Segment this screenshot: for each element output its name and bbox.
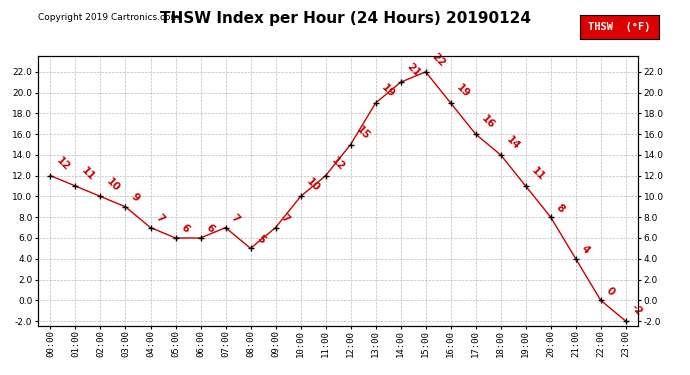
Text: 21: 21 xyxy=(404,62,422,79)
Text: THSW Index per Hour (24 Hours) 20190124: THSW Index per Hour (24 Hours) 20190124 xyxy=(159,11,531,26)
Text: 11: 11 xyxy=(529,166,546,183)
Text: 10: 10 xyxy=(304,176,322,194)
Text: 0: 0 xyxy=(604,285,617,297)
Text: 5: 5 xyxy=(255,233,266,245)
Text: 7: 7 xyxy=(155,212,166,225)
Text: THSW  (°F): THSW (°F) xyxy=(588,22,651,32)
Text: 7: 7 xyxy=(279,212,292,225)
Text: 12: 12 xyxy=(55,155,72,172)
Text: -2: -2 xyxy=(629,303,644,318)
Text: 4: 4 xyxy=(580,243,592,256)
Text: 22: 22 xyxy=(429,51,446,69)
Text: 19: 19 xyxy=(380,82,397,100)
Text: 12: 12 xyxy=(329,155,346,172)
Text: 19: 19 xyxy=(455,82,472,100)
Text: 10: 10 xyxy=(104,176,121,194)
Text: 14: 14 xyxy=(504,134,522,152)
Text: 9: 9 xyxy=(129,192,141,204)
Text: 15: 15 xyxy=(355,124,372,141)
Text: Copyright 2019 Cartronics.com: Copyright 2019 Cartronics.com xyxy=(38,13,179,22)
Text: 11: 11 xyxy=(79,166,97,183)
Text: 8: 8 xyxy=(555,202,566,214)
Text: 6: 6 xyxy=(179,223,191,235)
Text: 6: 6 xyxy=(204,223,217,235)
Text: 7: 7 xyxy=(229,212,242,225)
Text: 16: 16 xyxy=(480,114,497,131)
